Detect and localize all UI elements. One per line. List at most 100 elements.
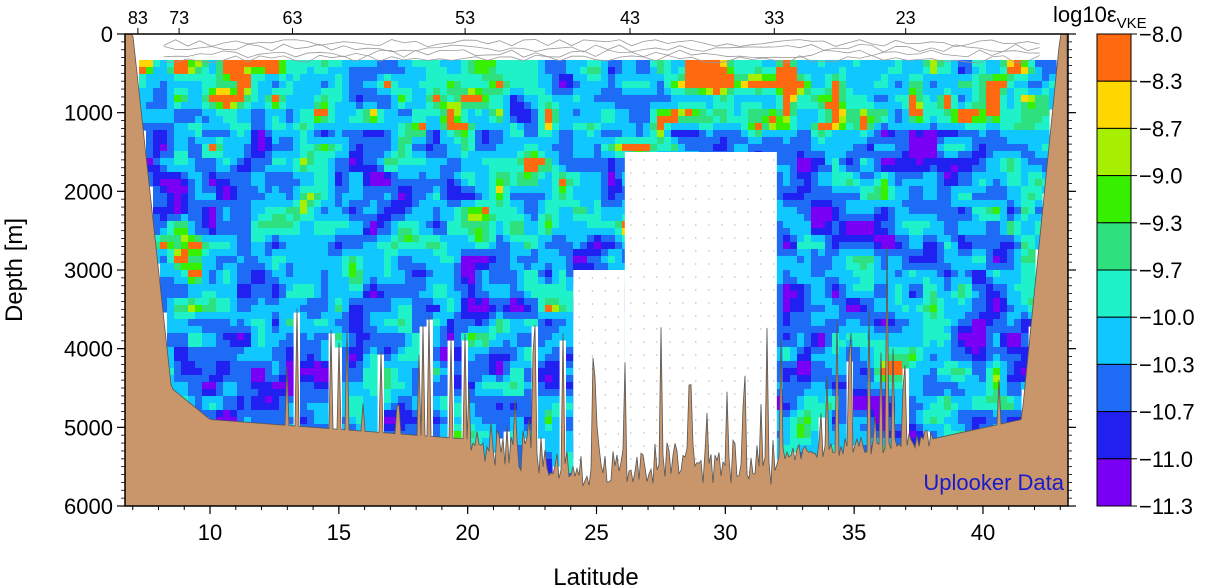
heat-cell (433, 325, 441, 334)
heat-cell (545, 318, 553, 327)
heat-cell (538, 381, 546, 390)
heat-cell (440, 388, 448, 397)
heat-cell (608, 108, 616, 117)
heat-cell (377, 94, 385, 103)
heat-cell (223, 367, 231, 376)
heat-cell (748, 143, 756, 152)
heat-cell (468, 416, 476, 425)
heat-cell (496, 332, 504, 341)
heat-cell (573, 94, 581, 103)
heat-cell (286, 255, 294, 264)
heat-cell (167, 213, 175, 222)
heat-cell (566, 339, 574, 348)
heat-cell (286, 402, 294, 411)
heat-cell (412, 129, 420, 138)
heat-cell (811, 157, 819, 166)
heat-cell (167, 115, 175, 124)
heat-cell (545, 444, 553, 453)
heat-cell (216, 150, 224, 159)
heat-cell (769, 122, 777, 131)
heat-cell (181, 94, 189, 103)
heat-cell (608, 80, 616, 89)
heat-cell (293, 136, 301, 145)
heat-cell (468, 220, 476, 229)
heat-cell (342, 213, 350, 222)
heat-cell (419, 269, 427, 278)
heat-cell (398, 409, 406, 418)
heat-cell (468, 276, 476, 285)
heat-cell (412, 178, 420, 187)
heat-cell (783, 171, 791, 180)
heat-cell (307, 150, 315, 159)
heat-cell (692, 59, 700, 68)
heat-cell (230, 339, 238, 348)
heat-cell (510, 94, 518, 103)
heat-cell (342, 318, 350, 327)
heat-cell (321, 185, 329, 194)
heat-cell (580, 171, 588, 180)
heat-cell (223, 339, 231, 348)
heat-cell (433, 269, 441, 278)
heat-cell (237, 122, 245, 131)
heat-cell (559, 122, 567, 131)
heat-cell (433, 87, 441, 96)
heat-cell (517, 269, 525, 278)
heat-cell (398, 115, 406, 124)
heat-cell (279, 136, 287, 145)
heat-cell (286, 178, 294, 187)
heat-cell (412, 290, 420, 299)
heat-cell (496, 192, 504, 201)
heat-cell (160, 178, 168, 187)
heat-cell (391, 283, 399, 292)
heat-cell (755, 101, 763, 110)
heat-cell (174, 192, 182, 201)
heat-cell (433, 220, 441, 229)
heat-cell (349, 374, 357, 383)
heat-cell (531, 199, 539, 208)
heat-cell (622, 59, 630, 68)
heat-cell (230, 192, 238, 201)
heat-cell (552, 213, 560, 222)
heat-cell (398, 171, 406, 180)
heat-cell (510, 318, 518, 327)
heat-cell (363, 164, 371, 173)
heat-cell (475, 171, 483, 180)
heat-cell (559, 213, 567, 222)
heat-cell (363, 325, 371, 334)
heat-cell (237, 416, 245, 425)
heat-cell (356, 388, 364, 397)
heat-cell (783, 367, 791, 376)
heat-cell (426, 192, 434, 201)
heat-cell (482, 66, 490, 75)
heat-cell (650, 101, 658, 110)
heat-cell (433, 395, 441, 404)
heat-cell (244, 409, 252, 418)
heat-cell (678, 73, 686, 82)
heat-cell (447, 297, 455, 306)
heat-cell (447, 199, 455, 208)
heat-cell (503, 73, 511, 82)
heat-cell (573, 185, 581, 194)
heat-cell (223, 136, 231, 145)
heat-cell (552, 185, 560, 194)
heat-cell (153, 206, 161, 215)
heat-cell (559, 227, 567, 236)
heat-cell (272, 360, 280, 369)
heat-cell (664, 108, 672, 117)
heat-cell (237, 360, 245, 369)
heat-cell (251, 171, 259, 180)
heat-cell (545, 150, 553, 159)
heat-cell (608, 87, 616, 96)
heat-cell (559, 255, 567, 264)
heat-cell (804, 115, 812, 124)
heat-cell (783, 325, 791, 334)
heat-cell (412, 115, 420, 124)
heat-cell (230, 199, 238, 208)
heat-cell (580, 66, 588, 75)
heat-cell (265, 213, 273, 222)
heat-cell (244, 332, 252, 341)
heat-cell (244, 276, 252, 285)
heat-cell (188, 143, 196, 152)
heat-cell (559, 150, 567, 159)
heat-cell (202, 353, 210, 362)
